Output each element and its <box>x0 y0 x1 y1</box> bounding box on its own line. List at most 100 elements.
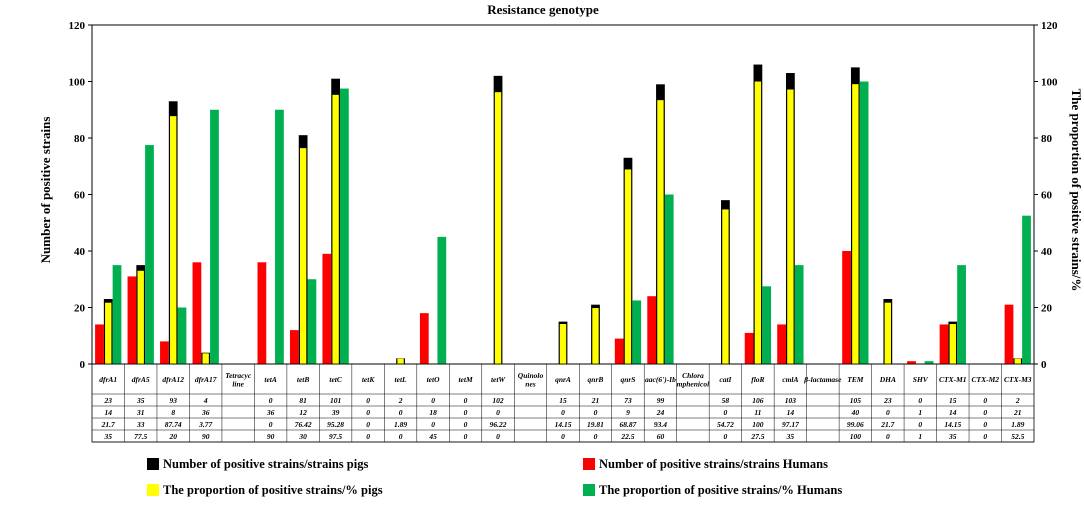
table-cell: 2 <box>398 396 403 405</box>
category-label: tetM <box>458 375 472 384</box>
category-label: CTX-M3 <box>1004 375 1032 384</box>
bar-pigs-proportion <box>754 81 762 364</box>
category-label: qnrS <box>620 375 635 384</box>
table-cell: 60 <box>657 432 665 441</box>
table-cell: 54.72 <box>717 420 734 429</box>
table-cell: 35 <box>103 432 112 441</box>
table-cell: 1.89 <box>1011 420 1024 429</box>
category-label: TEM <box>847 375 864 384</box>
table-cell: 15 <box>559 396 567 405</box>
category-label: tetK <box>362 375 375 384</box>
legend: Number of positive strains/strains pigs N… <box>147 457 842 497</box>
table-cell: 81 <box>299 396 307 405</box>
table-cell: 39 <box>331 408 340 417</box>
category-label: dfrA5 <box>132 375 150 384</box>
table-cell: 36 <box>266 408 275 417</box>
y-tick-label: 40 <box>74 246 86 258</box>
table-cell: 14.15 <box>555 420 572 429</box>
category-label: DHA <box>879 375 896 384</box>
table-cell: 0 <box>594 408 598 417</box>
bar-humans-count <box>419 313 429 364</box>
chart-title: Resistance genotype <box>487 2 599 17</box>
bar-pigs-proportion <box>1014 358 1021 364</box>
table-cell: 0 <box>561 408 565 417</box>
table-cell: 76.42 <box>295 420 312 429</box>
bar-humans-count <box>127 276 137 364</box>
table-cell: 0 <box>431 420 435 429</box>
legend-swatch <box>583 484 595 496</box>
bar-humans-proportion <box>437 236 447 364</box>
category-label: floR <box>751 375 764 384</box>
bar-humans-proportion <box>762 286 772 364</box>
table-cell: 0 <box>399 408 403 417</box>
table-cell: 58 <box>722 396 730 405</box>
bar-humans-proportion <box>664 194 674 364</box>
category-label: catI <box>719 375 732 384</box>
bar-humans-count <box>647 296 657 364</box>
table-cell: 36 <box>201 408 210 417</box>
table-cell: 14 <box>949 408 957 417</box>
table-cell: 87.74 <box>165 420 182 429</box>
bar-pigs-proportion <box>397 358 404 364</box>
y2-axis-label: The proportion of positive strains/% <box>1069 89 1084 292</box>
y2-tick-label: 0 <box>1041 359 1047 371</box>
table-cell: 2 <box>1015 396 1020 405</box>
y-tick-label: 120 <box>69 20 86 32</box>
table-cell: 8 <box>171 408 175 417</box>
category-label: Quinolo nes <box>518 371 544 389</box>
table-cell: 14 <box>104 408 112 417</box>
table-cell: 40 <box>851 408 860 417</box>
table-cell: 97.5 <box>329 432 342 441</box>
table-cell: 0 <box>496 432 500 441</box>
table-cell: 102 <box>492 396 504 405</box>
table-cell: 99.06 <box>847 420 864 429</box>
table-cell: 19.81 <box>587 420 604 429</box>
bar-humans-count <box>614 338 624 364</box>
category-label: SHV <box>913 375 929 384</box>
table-cell: 68.87 <box>620 420 637 429</box>
table-cell: 0 <box>983 420 987 429</box>
category-label: CTX-M1 <box>939 375 967 384</box>
y-tick-label: 60 <box>74 190 86 202</box>
table-cell: 52.5 <box>1011 432 1024 441</box>
table-cell: 101 <box>330 396 341 405</box>
bar-pigs-proportion <box>332 94 339 365</box>
category-label: tetL <box>395 375 407 384</box>
table-cell: 35 <box>948 432 957 441</box>
bar-humans-count <box>95 324 104 364</box>
table-cell: 1.89 <box>394 420 407 429</box>
table-cell: 0 <box>886 408 890 417</box>
table-cell: 100 <box>850 432 862 441</box>
table-cell: 0 <box>983 396 987 405</box>
bar-humans-proportion <box>307 279 317 364</box>
table-cell: 0 <box>594 432 598 441</box>
table-cell: 27.5 <box>750 432 764 441</box>
category-label: dfrA1 <box>99 375 117 384</box>
table-cell: 96.22 <box>490 420 507 429</box>
category-label: Tetracyc line <box>225 371 252 389</box>
table-cell: 1 <box>918 408 922 417</box>
bar-humans-proportion <box>112 265 122 364</box>
legend-swatch <box>583 458 595 470</box>
category-label: cmlA <box>782 375 798 384</box>
y2-tick-label: 20 <box>1041 303 1053 315</box>
table-cell: 14 <box>787 408 795 417</box>
table-cell: 0 <box>464 396 468 405</box>
bar-humans-proportion <box>210 109 219 364</box>
bar-humans-count <box>842 251 851 364</box>
table-cell: 21.7 <box>101 420 115 429</box>
table-cell: 0 <box>724 408 728 417</box>
bar-pigs-proportion <box>852 84 859 364</box>
data-table: dfrA1231421.735dfrA535313377.5dfrA129388… <box>91 363 1035 443</box>
table-cell: 22.5 <box>620 432 634 441</box>
table-cell: 0 <box>464 420 468 429</box>
table-cell: 0 <box>366 408 370 417</box>
table-cell: 21 <box>1013 408 1022 417</box>
category-label: tetW <box>491 375 506 384</box>
table-cell: 99 <box>657 396 665 405</box>
y-tick-label: 20 <box>74 303 86 315</box>
y2-tick-label: 40 <box>1041 246 1053 258</box>
table-cell: 0 <box>464 408 468 417</box>
legend-label: The proportion of positive strains/% pig… <box>163 483 383 497</box>
